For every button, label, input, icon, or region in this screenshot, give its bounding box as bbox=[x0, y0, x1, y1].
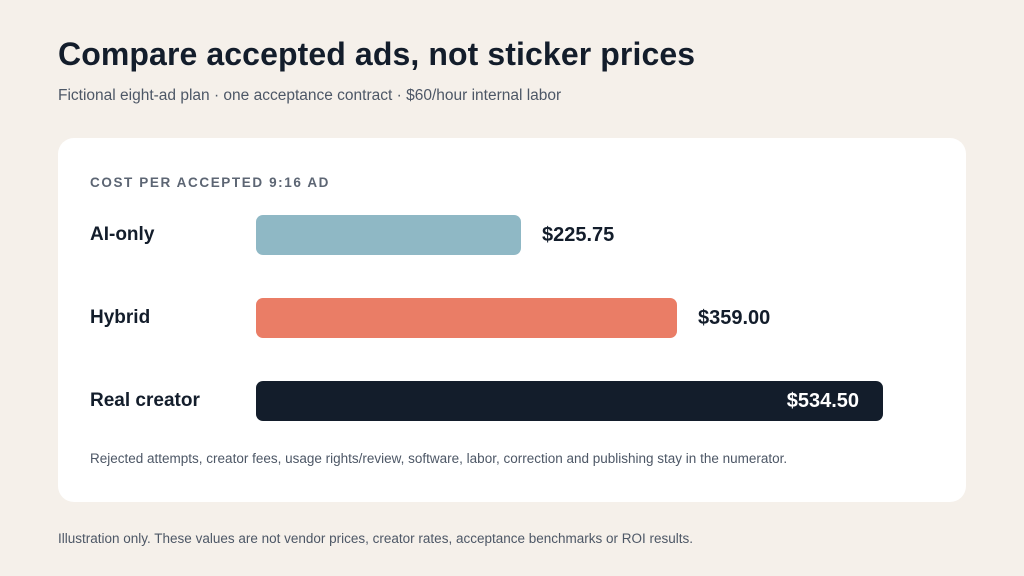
bar bbox=[256, 298, 677, 338]
category-label: Real creator bbox=[90, 390, 200, 411]
chart-footnote: Rejected attempts, creator fees, usage r… bbox=[90, 451, 788, 466]
chart-card: COST PER ACCEPTED 9:16 AD AI-only $225.75… bbox=[58, 138, 966, 502]
value-label: $534.50 bbox=[786, 390, 859, 412]
page-subtitle: Fictional eight-ad plan · one acceptance… bbox=[58, 87, 562, 104]
category-label: Hybrid bbox=[90, 307, 151, 328]
bar-row: AI-only $225.75 bbox=[58, 215, 966, 255]
category-label: AI-only bbox=[90, 224, 155, 245]
disclaimer: Illustration only. These values are not … bbox=[58, 531, 694, 546]
value-label: $225.75 bbox=[542, 224, 615, 246]
bar-row: Real creator $534.50 bbox=[58, 381, 966, 421]
bar-row: Hybrid $359.00 bbox=[58, 298, 966, 338]
chart-title: COST PER ACCEPTED 9:16 AD bbox=[90, 175, 331, 190]
value-label: $359.00 bbox=[698, 307, 771, 329]
page-title: Compare accepted ads, not sticker prices bbox=[58, 36, 696, 72]
bar bbox=[256, 215, 521, 255]
bar bbox=[256, 381, 883, 421]
